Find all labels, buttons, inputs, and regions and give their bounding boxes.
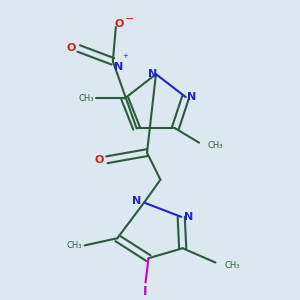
Text: N: N [132, 196, 141, 206]
Text: O: O [95, 155, 104, 165]
Text: O: O [114, 19, 124, 29]
Text: O: O [67, 44, 76, 53]
Text: N: N [184, 212, 193, 222]
Text: CH₃: CH₃ [66, 241, 82, 250]
Text: +: + [122, 52, 128, 59]
Text: N: N [187, 92, 196, 102]
Text: N: N [114, 62, 123, 72]
Text: CH₃: CH₃ [208, 141, 224, 150]
Text: −: − [124, 14, 134, 23]
Text: I: I [143, 285, 148, 298]
Text: N: N [148, 69, 158, 79]
Text: CH₃: CH₃ [224, 261, 240, 270]
Text: CH₃: CH₃ [78, 94, 94, 103]
